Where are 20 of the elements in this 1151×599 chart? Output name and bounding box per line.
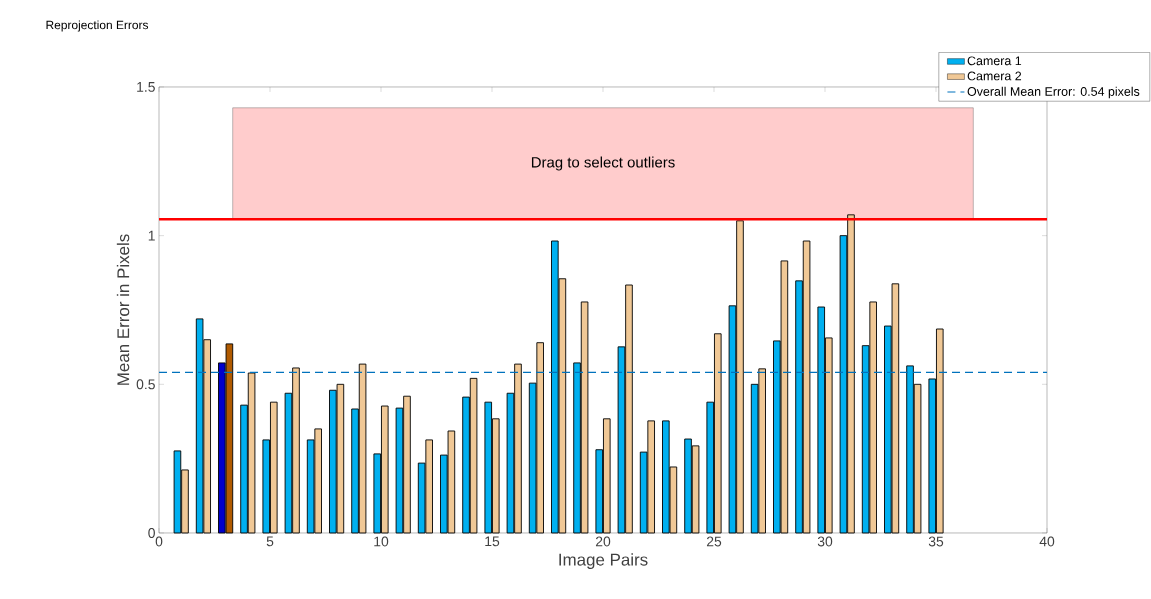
y-tick-label: 1 bbox=[148, 230, 155, 241]
x-tick-label: 0 bbox=[155, 536, 163, 547]
chart-title: Reprojection Errors bbox=[46, 20, 149, 32]
y-tick-label: 0.5 bbox=[136, 379, 155, 390]
band-label: Drag to select outliers bbox=[531, 156, 675, 171]
y-tick-label: 1.5 bbox=[137, 82, 155, 92]
x-tick-label: 20 bbox=[595, 536, 611, 547]
y-axis-title: Mean Error in Pixels bbox=[116, 234, 130, 385]
x-tick-label: 30 bbox=[817, 536, 833, 547]
x-tick-label: 40 bbox=[1039, 536, 1055, 547]
x-tick-label: 25 bbox=[706, 536, 722, 547]
legend-label: Camera 1 bbox=[967, 56, 1022, 66]
x-tick-label: 35 bbox=[928, 536, 944, 547]
x-axis-title: Image Pairs bbox=[559, 553, 648, 570]
y-tick-label: 0 bbox=[148, 528, 155, 538]
legend-label: Overall Mean Error: 0.54 pixels bbox=[967, 86, 1140, 99]
x-tick-label: 5 bbox=[266, 536, 274, 547]
x-tick-label: 15 bbox=[485, 536, 500, 547]
x-tick-label: 10 bbox=[374, 536, 389, 547]
legend-label: Camera 2 bbox=[967, 71, 1022, 81]
